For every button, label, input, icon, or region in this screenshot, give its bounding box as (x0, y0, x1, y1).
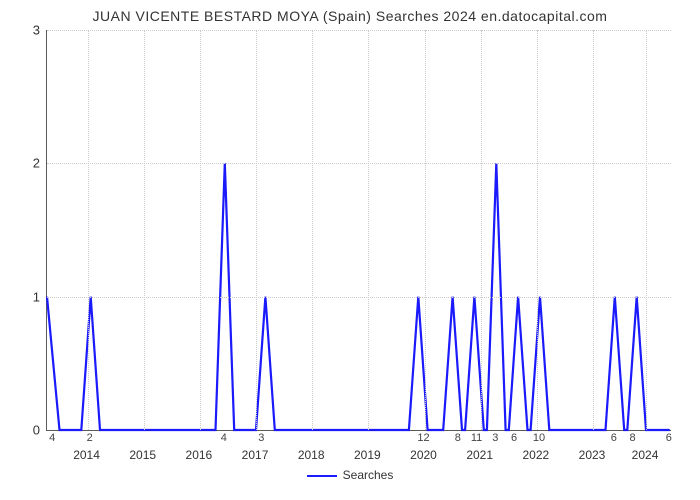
grid-v (256, 30, 257, 430)
spike-value-label: 8 (455, 432, 461, 444)
grid-v (593, 30, 594, 430)
x-year-label: 2019 (354, 448, 381, 462)
grid-h (47, 163, 671, 165)
grid-v (312, 30, 313, 430)
grid-v (368, 30, 369, 430)
spike-value-label: 6 (666, 432, 672, 444)
grid-v (200, 30, 201, 430)
spike-value-label: 6 (611, 432, 617, 444)
spike-value-label: 12 (417, 432, 429, 444)
x-year-label: 2016 (186, 448, 213, 462)
y-tick-label: 1 (10, 289, 40, 304)
x-year-label: 2017 (242, 448, 269, 462)
spike-value-label: 3 (492, 432, 498, 444)
spike-value-label: 4 (49, 432, 55, 444)
grid-v (88, 30, 89, 430)
spike-value-label: 10 (533, 432, 545, 444)
plot-area (46, 30, 671, 431)
line-series (47, 30, 671, 430)
x-year-label: 2015 (129, 448, 156, 462)
spike-value-label: 3 (258, 432, 264, 444)
x-year-label: 2014 (73, 448, 100, 462)
y-tick-label: 0 (10, 423, 40, 438)
grid-v (537, 30, 538, 430)
legend-label: Searches (343, 468, 394, 482)
y-tick-label: 2 (10, 156, 40, 171)
legend: Searches (0, 468, 700, 482)
spike-value-label: 11 (471, 432, 482, 444)
grid-v (481, 30, 482, 430)
grid-v (144, 30, 145, 430)
chart-title: JUAN VICENTE BESTARD MOYA (Spain) Search… (0, 8, 700, 24)
x-year-label: 2024 (632, 448, 659, 462)
x-year-label: 2020 (410, 448, 437, 462)
spike-value-label: 6 (511, 432, 517, 444)
grid-v (425, 30, 426, 430)
grid-v (646, 30, 647, 430)
legend-swatch (307, 475, 337, 477)
x-year-label: 2021 (466, 448, 493, 462)
spike-value-label: 4 (221, 432, 227, 444)
grid-h (47, 30, 671, 32)
x-year-label: 2018 (298, 448, 325, 462)
x-year-label: 2022 (522, 448, 549, 462)
spike-value-label: 2 (87, 432, 93, 444)
x-year-label: 2023 (579, 448, 606, 462)
spike-value-label: 8 (629, 432, 635, 444)
grid-h (47, 297, 671, 299)
y-tick-label: 3 (10, 23, 40, 38)
